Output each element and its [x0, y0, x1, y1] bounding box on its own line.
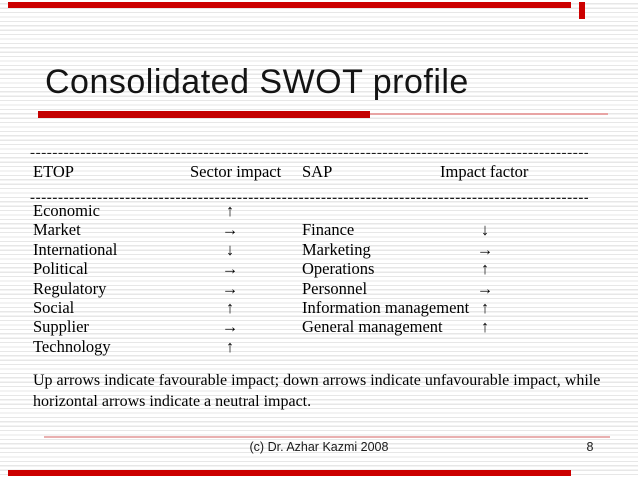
etop-cell: Market: [33, 220, 81, 240]
sap-cell: General management: [302, 317, 443, 337]
etop-cell: Supplier: [33, 317, 89, 337]
top-accent-bar: [8, 2, 571, 8]
etop-cell: International: [33, 239, 118, 259]
table-row: International ↓ Marketing →: [33, 240, 613, 259]
impact-factor-arrow: ↑: [480, 259, 490, 279]
impact-factor-arrow: ↑: [480, 317, 490, 337]
page-title: Consolidated SWOT profile: [45, 63, 469, 101]
table-row: Technology ↑: [33, 337, 613, 356]
impact-factor-arrow: ↓: [480, 220, 490, 240]
sap-cell: Personnel: [302, 278, 368, 298]
title-underline-thick: [38, 111, 370, 118]
title-underline-thin: [370, 113, 608, 115]
etop-cell: Social: [33, 297, 75, 317]
sector-impact-arrow: ↑: [225, 201, 235, 220]
table-row: Market → Finance ↓: [33, 220, 613, 239]
sector-impact-arrow: →: [221, 220, 239, 240]
column-header-sap: SAP: [302, 162, 333, 181]
impact-factor-arrow: →: [476, 239, 494, 259]
table-row: Political → Operations ↑: [33, 259, 613, 278]
etop-cell: Political: [33, 259, 88, 279]
legend-note: Up arrows indicate favourable impact; do…: [33, 372, 601, 410]
sap-cell: Finance: [302, 220, 355, 240]
footer-credit: (c) Dr. Azhar Kazmi 2008: [249, 440, 389, 454]
sector-impact-arrow: ↓: [225, 239, 235, 259]
column-header-sector-impact: Sector impact: [190, 162, 282, 181]
impact-factor-arrow: ↑: [480, 297, 490, 317]
bottom-accent-bar: [8, 470, 571, 476]
table-header-divider: ----------------------------------------…: [30, 190, 588, 206]
footer-divider-line: [44, 436, 610, 438]
sector-impact-arrow: →: [221, 278, 239, 298]
table-row: Economic ↑: [33, 201, 613, 220]
sap-cell: Information management: [302, 297, 470, 317]
page-number: 8: [586, 440, 594, 454]
sector-impact-arrow: ↑: [225, 336, 235, 356]
etop-cell: Regulatory: [33, 278, 107, 298]
table-body: Economic ↑ Market → Finance ↓ Internatio…: [33, 201, 613, 356]
sap-cell: Operations: [302, 259, 375, 279]
table-row: Social ↑ Information management ↑: [33, 298, 613, 317]
sector-impact-arrow: →: [221, 259, 239, 279]
table-top-divider: ----------------------------------------…: [30, 145, 588, 161]
sector-impact-arrow: →: [221, 317, 239, 337]
impact-factor-arrow: →: [476, 278, 494, 298]
column-header-etop: ETOP: [33, 162, 74, 181]
table-row: Supplier → General management ↑: [33, 317, 613, 336]
column-header-impact-factor: Impact factor: [440, 162, 529, 181]
table-header-row: ETOP Sector impact SAP Impact factor: [33, 162, 613, 182]
table-row: Regulatory → Personnel →: [33, 279, 613, 298]
etop-cell: Economic: [33, 201, 100, 220]
sector-impact-arrow: ↑: [225, 297, 235, 317]
top-right-accent-tick: [579, 2, 585, 19]
etop-cell: Technology: [33, 336, 111, 356]
sap-cell: Marketing: [302, 239, 371, 259]
